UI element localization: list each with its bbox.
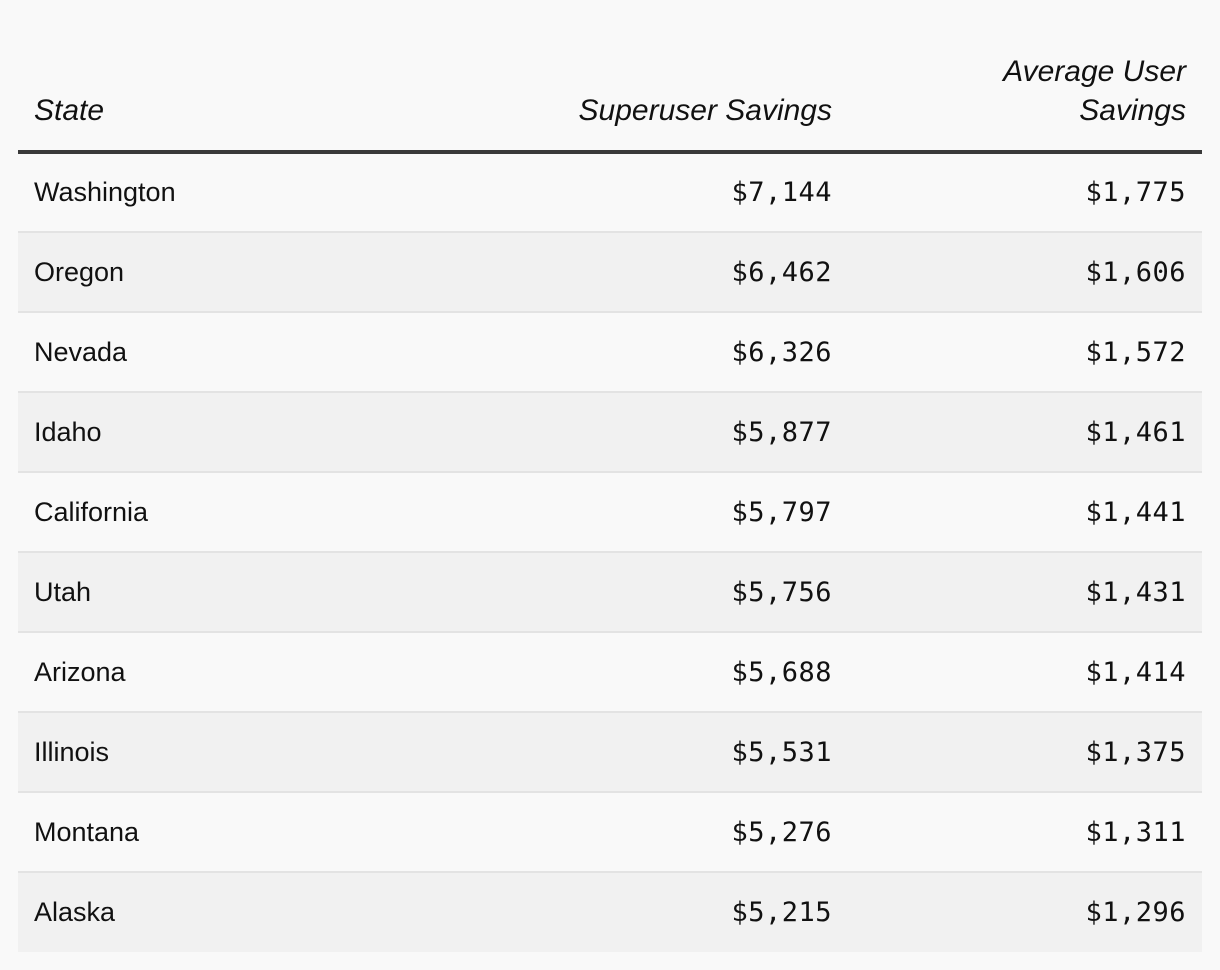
average-user-savings-cell: $1,375	[848, 712, 1202, 793]
superuser-savings-cell: $6,326	[418, 312, 848, 393]
superuser-savings-cell: $5,215	[731, 897, 832, 928]
state-cell: Utah	[18, 552, 418, 633]
savings-table: State Superuser Savings Average User Sav…	[18, 0, 1202, 952]
table-row: Utah $5,756 $1,431	[18, 552, 1202, 633]
average-user-savings-cell: $1,296	[1085, 897, 1186, 928]
table-row: Alaska $5,215 $1,296	[18, 872, 1202, 952]
table-row: Oregon $6,462 $1,606	[18, 232, 1202, 313]
table-row: Idaho $5,877 $1,461	[18, 392, 1202, 473]
superuser-savings-cell: $5,276	[418, 792, 848, 873]
table-row: Illinois $5,531 $1,375	[18, 712, 1202, 793]
average-user-savings-cell: $1,775	[848, 152, 1202, 233]
state-cell: California	[18, 472, 418, 553]
savings-table-container: State Superuser Savings Average User Sav…	[18, 0, 1202, 952]
column-header-state: State	[18, 0, 418, 154]
average-user-savings-label: Average User Savings	[1003, 55, 1186, 127]
state-cell: Nevada	[18, 312, 418, 393]
average-user-savings-cell: $1,414	[848, 632, 1202, 713]
superuser-savings-cell: $5,688	[418, 632, 848, 713]
average-user-savings-cell: $1,311	[848, 792, 1202, 873]
state-cell: Arizona	[18, 632, 418, 713]
table-row: Montana $5,276 $1,311	[18, 792, 1202, 873]
table-row: California $5,797 $1,441	[18, 472, 1202, 553]
average-user-savings-cell: $1,572	[848, 312, 1202, 393]
state-cell: Alaska	[34, 897, 116, 927]
table-row: Nevada $6,326 $1,572	[18, 312, 1202, 393]
superuser-savings-cell: $5,531	[418, 712, 848, 793]
average-user-savings-cell: $1,606	[848, 232, 1202, 313]
state-cell: Washington	[18, 152, 418, 233]
superuser-savings-cell: $5,756	[418, 552, 848, 633]
state-cell: Montana	[18, 792, 418, 873]
header-row: State Superuser Savings Average User Sav…	[18, 0, 1202, 154]
average-user-savings-cell: $1,441	[848, 472, 1202, 553]
superuser-savings-cell: $7,144	[418, 152, 848, 233]
table-row: Arizona $5,688 $1,414	[18, 632, 1202, 713]
column-header-superuser-savings: Superuser Savings	[418, 0, 848, 154]
superuser-savings-cell: $5,797	[418, 472, 848, 553]
state-cell: Illinois	[18, 712, 418, 793]
superuser-savings-cell: $5,877	[418, 392, 848, 473]
state-cell: Idaho	[18, 392, 418, 473]
average-user-savings-cell: $1,431	[848, 552, 1202, 633]
table-body: Washington $7,144 $1,775 Oregon $6,462 $1,606…	[18, 152, 1202, 952]
table-header: State Superuser Savings Average User Sav…	[18, 0, 1202, 154]
average-user-savings-cell: $1,461	[848, 392, 1202, 473]
column-header-average-user-savings: Average User Savings	[848, 0, 1202, 154]
superuser-savings-cell: $6,462	[418, 232, 848, 313]
state-cell: Oregon	[18, 232, 418, 313]
table-row: Washington $7,144 $1,775	[18, 152, 1202, 233]
